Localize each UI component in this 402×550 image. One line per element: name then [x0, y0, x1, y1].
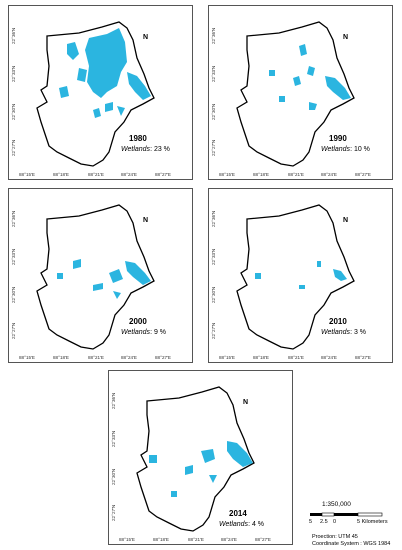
wetland-percentage: Wetlands: 23 %: [121, 146, 170, 153]
y-tick: 22°36'N: [11, 210, 16, 227]
y-tick: 22°30'N: [11, 286, 16, 303]
wetlands-label: Wetlands: [121, 329, 151, 336]
x-tick: 88°18'E: [53, 172, 69, 177]
map-year-label: 1980: [129, 134, 147, 143]
wetlands-value: 23 %: [153, 146, 170, 153]
wetland-percentage: Wetlands: 10 %: [321, 146, 370, 153]
x-tick: 88°18'E: [53, 355, 69, 360]
wetlands-label: Wetlands: [321, 146, 351, 153]
x-tick: 88°18'E: [153, 537, 169, 542]
x-tick: 88°21'E: [288, 172, 304, 177]
wetland-map-2010: [236, 204, 355, 350]
scale-label: 5: [309, 519, 313, 525]
scale-label: 2.5: [320, 519, 328, 525]
x-tick: 88°21'E: [88, 172, 104, 177]
x-tick: 88°27'E: [355, 355, 371, 360]
map-year-label: 2010: [329, 317, 347, 326]
wetlands-label: Wetlands: [219, 521, 249, 528]
scale-bar: [310, 512, 383, 517]
north-arrow-icon: N: [343, 217, 349, 224]
study-area-outline: [136, 386, 255, 532]
x-tick: 88°15'E: [119, 537, 135, 542]
study-area-outline: [236, 21, 355, 167]
x-tick: 88°21'E: [88, 355, 104, 360]
y-tick: 22°33'N: [211, 248, 216, 265]
map-panel-2000: N 88°15'E 88°18'E 88°21'E 88°24'E 88°27'…: [8, 188, 193, 363]
x-tick: 88°27'E: [255, 537, 271, 542]
north-arrow-icon: N: [143, 217, 149, 224]
scale-label: 5 Kilometers: [357, 519, 388, 525]
wetlands-value: 4 %: [251, 521, 265, 528]
map-year-label: 1990: [329, 134, 347, 143]
study-area-outline: [36, 204, 155, 350]
wetland-patches: [255, 261, 347, 289]
x-tick: 88°15'E: [19, 355, 35, 360]
x-tick: 88°24'E: [321, 172, 337, 177]
y-tick: 22°36'N: [211, 27, 216, 44]
x-tick: 88°15'E: [219, 172, 235, 177]
x-tick: 88°21'E: [288, 355, 304, 360]
study-area-outline: [236, 204, 355, 350]
map-panel-1990: N 88°15'E 88°18'E 88°21'E 88°24'E 88°27'…: [208, 5, 393, 180]
north-arrow-icon: N: [243, 399, 249, 406]
x-tick: 88°27'E: [155, 172, 171, 177]
wetland-patches: [149, 441, 253, 497]
wetland-map-1990: [236, 21, 355, 167]
wetland-map-2014: [136, 386, 255, 532]
x-tick: 88°21'E: [188, 537, 204, 542]
wetlands-value: 9 %: [153, 329, 167, 336]
y-tick: 22°36'N: [111, 392, 116, 409]
wetland-patches: [59, 28, 151, 118]
map-panel-1980: N 88°15'E 88°18'E 88°21'E 88°24'E 88°27'…: [8, 5, 193, 180]
wetlands-label: Wetlands: [321, 329, 351, 336]
wetland-map-2000: [36, 204, 155, 350]
y-tick: 22°27'N: [211, 139, 216, 156]
map-panel-2014: N 88°15'E 88°18'E 88°21'E 88°24'E 88°27'…: [108, 370, 293, 545]
coordinate-system-text: Coordinate System : WGS 1984: [312, 541, 391, 547]
y-tick: 22°27'N: [211, 322, 216, 339]
map-year-label: 2000: [129, 317, 147, 326]
wetlands-label: Wetlands: [121, 146, 151, 153]
x-tick: 88°18'E: [253, 355, 269, 360]
x-tick: 88°24'E: [121, 172, 137, 177]
x-tick: 88°15'E: [19, 172, 35, 177]
y-tick: 22°33'N: [11, 65, 16, 82]
y-tick: 22°33'N: [211, 65, 216, 82]
y-tick: 22°33'N: [11, 248, 16, 265]
wetland-percentage: Wetlands: 3 %: [321, 329, 367, 336]
y-tick: 22°30'N: [211, 103, 216, 120]
wetland-patches: [269, 44, 351, 110]
x-tick: 88°15'E: [219, 355, 235, 360]
wetlands-value: 10 %: [353, 146, 370, 153]
scale-label: 0: [333, 519, 337, 525]
scale-ratio: 1:350,000: [322, 501, 351, 508]
wetlands-value: 3 %: [353, 329, 367, 336]
y-tick: 22°30'N: [11, 103, 16, 120]
wetland-map-1980: [36, 21, 155, 167]
x-tick: 88°24'E: [221, 537, 237, 542]
y-tick: 22°27'N: [111, 504, 116, 521]
y-tick: 22°27'N: [11, 322, 16, 339]
y-tick: 22°36'N: [211, 210, 216, 227]
y-tick: 22°30'N: [111, 468, 116, 485]
x-tick: 88°27'E: [355, 172, 371, 177]
north-arrow-icon: N: [143, 34, 149, 41]
y-tick: 22°27'N: [11, 139, 16, 156]
map-panel-2010: N 88°15'E 88°18'E 88°21'E 88°24'E 88°27'…: [208, 188, 393, 363]
projection-text: Proection: UTM 45: [312, 534, 358, 540]
study-area-outline: [36, 21, 155, 167]
wetland-percentage: Wetlands: 9 %: [121, 329, 167, 336]
wetland-patches: [57, 259, 151, 299]
y-tick: 22°33'N: [111, 430, 116, 447]
x-tick: 88°24'E: [321, 355, 337, 360]
y-tick: 22°36'N: [11, 27, 16, 44]
wetland-percentage: Wetlands: 4 %: [219, 521, 265, 528]
x-tick: 88°24'E: [121, 355, 137, 360]
x-tick: 88°18'E: [253, 172, 269, 177]
y-tick: 22°30'N: [211, 286, 216, 303]
north-arrow-icon: N: [343, 34, 349, 41]
map-year-label: 2014: [229, 509, 247, 518]
x-tick: 88°27'E: [155, 355, 171, 360]
